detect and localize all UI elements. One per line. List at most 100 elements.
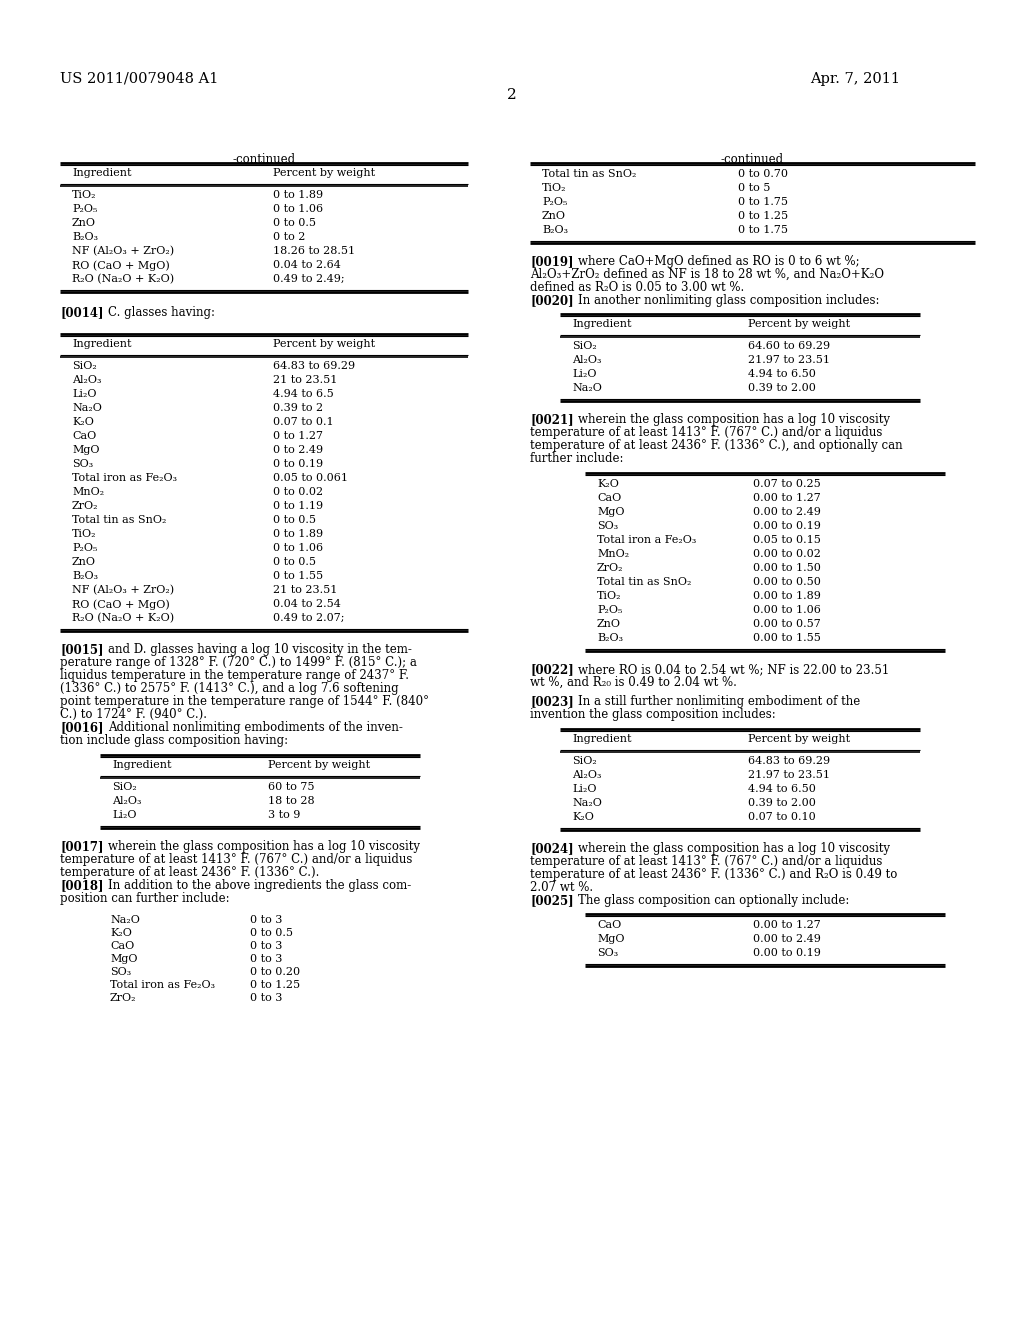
Text: [0018]: [0018] [60, 879, 103, 892]
Text: Total iron as Fe₂O₃: Total iron as Fe₂O₃ [110, 979, 215, 990]
Text: 0.05 to 0.15: 0.05 to 0.15 [753, 535, 821, 545]
Text: 0 to 1.25: 0 to 1.25 [738, 211, 788, 220]
Text: P₂O₅: P₂O₅ [72, 543, 97, 553]
Text: Li₂O: Li₂O [72, 389, 96, 399]
Text: further include:: further include: [530, 451, 624, 465]
Text: defined as R₂O is 0.05 to 3.00 wt %.: defined as R₂O is 0.05 to 3.00 wt %. [530, 281, 744, 294]
Text: [0014]: [0014] [60, 306, 103, 319]
Text: 0.00 to 0.19: 0.00 to 0.19 [753, 521, 821, 531]
Text: 0.00 to 2.49: 0.00 to 2.49 [753, 935, 821, 944]
Text: -continued: -continued [721, 153, 783, 166]
Text: TiO₂: TiO₂ [72, 190, 96, 201]
Text: MnO₂: MnO₂ [597, 549, 629, 558]
Text: ZrO₂: ZrO₂ [597, 564, 624, 573]
Text: ZrO₂: ZrO₂ [110, 993, 136, 1003]
Text: Al₂O₃+ZrO₂ defined as NF is 18 to 28 wt %, and Na₂O+K₂O: Al₂O₃+ZrO₂ defined as NF is 18 to 28 wt … [530, 268, 884, 281]
Text: liquidus temperature in the temperature range of 2437° F.: liquidus temperature in the temperature … [60, 669, 409, 682]
Text: C. glasses having:: C. glasses having: [108, 306, 215, 319]
Text: 0 to 1.25: 0 to 1.25 [250, 979, 300, 990]
Text: R₂O (Na₂O + K₂O): R₂O (Na₂O + K₂O) [72, 612, 174, 623]
Text: US 2011/0079048 A1: US 2011/0079048 A1 [60, 73, 218, 86]
Text: Total iron a Fe₂O₃: Total iron a Fe₂O₃ [597, 535, 696, 545]
Text: -continued: -continued [232, 153, 296, 166]
Text: Total tin as SnO₂: Total tin as SnO₂ [597, 577, 691, 587]
Text: 3 to 9: 3 to 9 [268, 810, 300, 820]
Text: SiO₂: SiO₂ [572, 756, 597, 766]
Text: SiO₂: SiO₂ [72, 360, 96, 371]
Text: 0 to 2.49: 0 to 2.49 [273, 445, 324, 455]
Text: [0022]: [0022] [530, 663, 573, 676]
Text: 0 to 3: 0 to 3 [250, 993, 283, 1003]
Text: TiO₂: TiO₂ [72, 529, 96, 539]
Text: temperature of at least 2436° F. (1336° C.), and optionally can: temperature of at least 2436° F. (1336° … [530, 440, 902, 451]
Text: 0.04 to 2.54: 0.04 to 2.54 [273, 599, 341, 609]
Text: 0 to 1.19: 0 to 1.19 [273, 502, 324, 511]
Text: Ingredient: Ingredient [572, 319, 632, 329]
Text: 0.39 to 2.00: 0.39 to 2.00 [748, 799, 816, 808]
Text: SO₃: SO₃ [597, 948, 618, 958]
Text: Total tin as SnO₂: Total tin as SnO₂ [542, 169, 636, 180]
Text: SiO₂: SiO₂ [112, 781, 137, 792]
Text: wt %, and R₂₀ is 0.49 to 2.04 wt %.: wt %, and R₂₀ is 0.49 to 2.04 wt %. [530, 676, 737, 689]
Text: 0.00 to 1.27: 0.00 to 1.27 [753, 492, 821, 503]
Text: 0.00 to 0.02: 0.00 to 0.02 [753, 549, 821, 558]
Text: CaO: CaO [597, 492, 622, 503]
Text: wherein the glass composition has a log 10 viscosity: wherein the glass composition has a log … [578, 413, 890, 426]
Text: SO₃: SO₃ [110, 968, 131, 977]
Text: RO (CaO + MgO): RO (CaO + MgO) [72, 599, 170, 610]
Text: ZnO: ZnO [72, 557, 96, 568]
Text: 0 to 1.06: 0 to 1.06 [273, 543, 324, 553]
Text: 0 to 0.5: 0 to 0.5 [273, 515, 316, 525]
Text: MnO₂: MnO₂ [72, 487, 104, 498]
Text: SO₃: SO₃ [72, 459, 93, 469]
Text: temperature of at least 1413° F. (767° C.) and/or a liquidus: temperature of at least 1413° F. (767° C… [530, 855, 883, 869]
Text: SO₃: SO₃ [597, 521, 618, 531]
Text: MgO: MgO [110, 954, 137, 964]
Text: 0 to 1.06: 0 to 1.06 [273, 205, 324, 214]
Text: 0 to 5: 0 to 5 [738, 183, 770, 193]
Text: Ingredient: Ingredient [72, 168, 131, 178]
Text: TiO₂: TiO₂ [542, 183, 566, 193]
Text: P₂O₅: P₂O₅ [72, 205, 97, 214]
Text: 0.05 to 0.061: 0.05 to 0.061 [273, 473, 348, 483]
Text: 18.26 to 28.51: 18.26 to 28.51 [273, 246, 355, 256]
Text: 0.00 to 0.19: 0.00 to 0.19 [753, 948, 821, 958]
Text: P₂O₅: P₂O₅ [597, 605, 623, 615]
Text: 64.83 to 69.29: 64.83 to 69.29 [748, 756, 830, 766]
Text: K₂O: K₂O [72, 417, 94, 426]
Text: Al₂O₃: Al₂O₃ [72, 375, 101, 385]
Text: CaO: CaO [110, 941, 134, 950]
Text: Al₂O₃: Al₂O₃ [112, 796, 141, 807]
Text: 0 to 3: 0 to 3 [250, 941, 283, 950]
Text: Al₂O₃: Al₂O₃ [572, 770, 601, 780]
Text: 0.39 to 2: 0.39 to 2 [273, 403, 324, 413]
Text: 0.00 to 0.57: 0.00 to 0.57 [753, 619, 821, 630]
Text: MgO: MgO [597, 935, 625, 944]
Text: [0025]: [0025] [530, 894, 573, 907]
Text: 0.07 to 0.1: 0.07 to 0.1 [273, 417, 334, 426]
Text: [0023]: [0023] [530, 696, 573, 708]
Text: ZnO: ZnO [72, 218, 96, 228]
Text: 0.00 to 1.27: 0.00 to 1.27 [753, 920, 821, 931]
Text: [0020]: [0020] [530, 294, 573, 308]
Text: CaO: CaO [72, 432, 96, 441]
Text: point temperature in the temperature range of 1544° F. (840°: point temperature in the temperature ran… [60, 696, 429, 708]
Text: B₂O₃: B₂O₃ [597, 634, 624, 643]
Text: Percent by weight: Percent by weight [273, 168, 375, 178]
Text: MgO: MgO [597, 507, 625, 517]
Text: B₂O₃: B₂O₃ [542, 224, 568, 235]
Text: Percent by weight: Percent by weight [268, 760, 370, 770]
Text: C.) to 1724° F. (940° C.).: C.) to 1724° F. (940° C.). [60, 708, 207, 721]
Text: Na₂O: Na₂O [572, 383, 602, 393]
Text: 0 to 1.27: 0 to 1.27 [273, 432, 323, 441]
Text: 2.07 wt %.: 2.07 wt %. [530, 880, 593, 894]
Text: 64.60 to 69.29: 64.60 to 69.29 [748, 341, 830, 351]
Text: [0019]: [0019] [530, 255, 573, 268]
Text: Ingredient: Ingredient [112, 760, 171, 770]
Text: Li₂O: Li₂O [572, 370, 597, 379]
Text: 0.00 to 1.89: 0.00 to 1.89 [753, 591, 821, 601]
Text: K₂O: K₂O [597, 479, 618, 488]
Text: Ingredient: Ingredient [72, 339, 131, 348]
Text: 4.94 to 6.50: 4.94 to 6.50 [748, 370, 816, 379]
Text: 0.04 to 2.64: 0.04 to 2.64 [273, 260, 341, 271]
